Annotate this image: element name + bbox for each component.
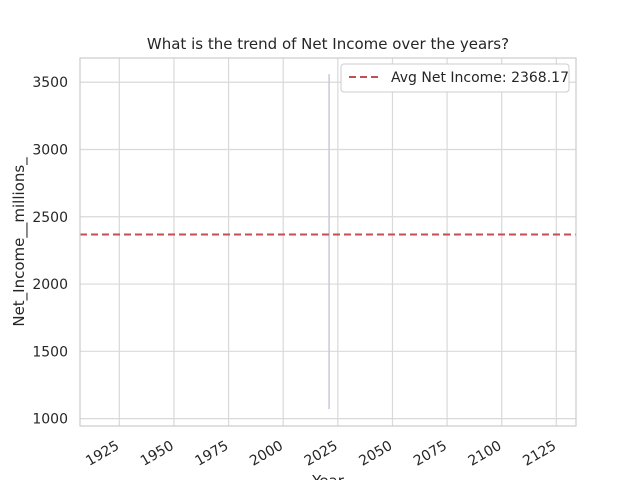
chart-title: What is the trend of Net Income over the… — [147, 35, 509, 53]
plot-frame — [79, 57, 577, 427]
x-axis-title: Year — [311, 472, 345, 480]
y-tick-label: 3500 — [32, 75, 68, 91]
y-tick-label: 1500 — [32, 344, 68, 360]
y-tick-label: 2500 — [32, 210, 68, 226]
plot-area — [80, 58, 576, 426]
legend-box — [340, 63, 570, 93]
legend: Avg Net Income: 2368.17 — [340, 63, 570, 93]
y-axis-title: Net_Income__millions_ — [10, 157, 29, 327]
data-layer — [80, 74, 576, 410]
grid — [80, 58, 576, 426]
y-tick-label: 3000 — [32, 142, 68, 158]
y-tick-label: 2000 — [32, 277, 68, 293]
y-tick-label: 1000 — [32, 412, 68, 428]
legend-label-reference-line: Avg Net Income: 2368.17 — [391, 70, 569, 86]
